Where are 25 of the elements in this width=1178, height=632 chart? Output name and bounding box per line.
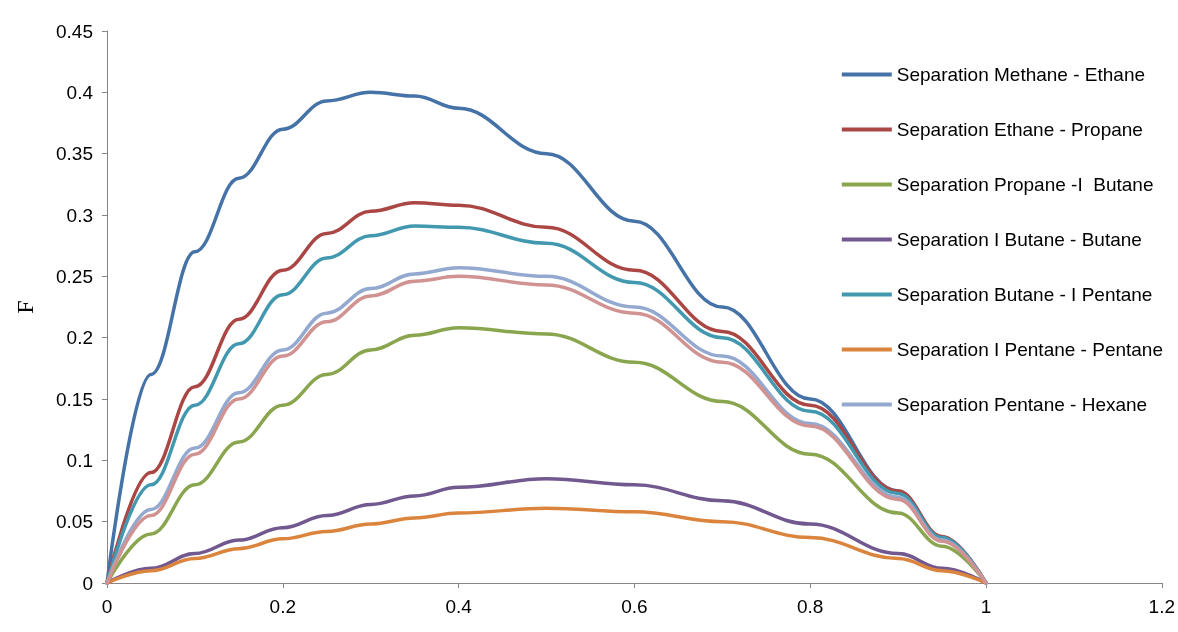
legend-label: Separation Ethane - Propane bbox=[896, 119, 1143, 140]
y-tick-label: 0.35 bbox=[56, 143, 93, 165]
legend-label: Separation I Butane - Butane bbox=[896, 229, 1142, 250]
x-tick-label: 1.2 bbox=[1148, 596, 1175, 617]
y-tick-label: 0.4 bbox=[66, 81, 94, 103]
x-tick-label: 0 bbox=[101, 596, 113, 617]
x-tick-label: 0.6 bbox=[621, 596, 648, 617]
x-tick-label: 1 bbox=[980, 596, 992, 617]
x-tick-label: 0.8 bbox=[796, 596, 824, 617]
legend-label: Separation Methane - Ethane bbox=[896, 64, 1146, 85]
x-tick-label: 0.4 bbox=[445, 596, 473, 617]
y-tick-label: 0.3 bbox=[66, 204, 93, 226]
y-tick-label: 0.45 bbox=[56, 20, 93, 42]
y-tick-label: 0.1 bbox=[66, 449, 93, 471]
legend-label: Separation Pentane - Hexane bbox=[896, 394, 1148, 415]
y-axis-title: F bbox=[12, 300, 38, 314]
x-tick-label: 0.2 bbox=[269, 596, 297, 617]
legend-label: Separation Butane - I Pentane bbox=[896, 284, 1153, 305]
legend-label: Separation I Pentane - Pentane bbox=[896, 339, 1164, 360]
y-tick-label: 0.25 bbox=[56, 265, 93, 287]
legend-label: Separation Propane -I Butane bbox=[896, 174, 1154, 195]
y-tick-label: 0.05 bbox=[56, 511, 93, 533]
y-tick-label: 0.2 bbox=[66, 327, 93, 349]
y-tick-label: 0.15 bbox=[56, 388, 93, 410]
y-tick-label: 0 bbox=[82, 572, 93, 594]
